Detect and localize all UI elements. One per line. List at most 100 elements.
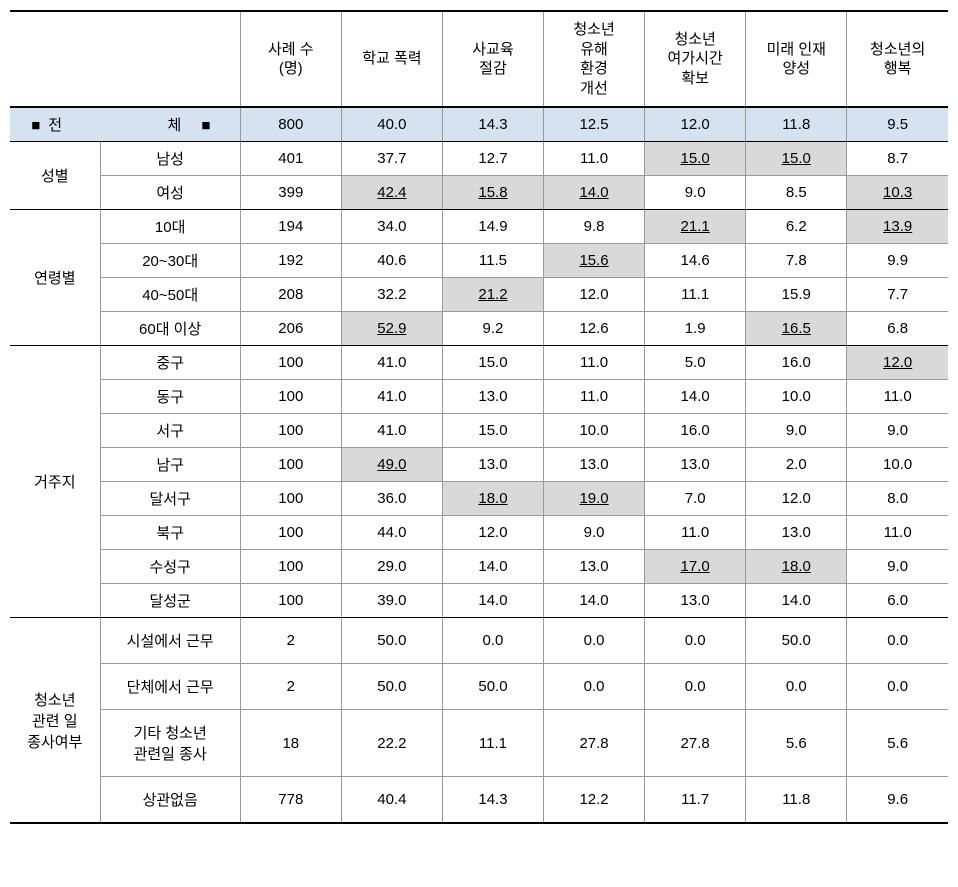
data-cell: 15.8: [442, 176, 543, 210]
data-cell: 17.0: [645, 550, 746, 584]
data-cell: 6.2: [746, 210, 847, 244]
data-cell: 50.0: [341, 618, 442, 664]
data-cell: 7.7: [847, 278, 948, 312]
cases-cell: 100: [240, 346, 341, 380]
header-cases: 사례 수(명): [240, 11, 341, 107]
group-label: 거주지: [10, 346, 100, 618]
data-cell: 12.0: [442, 516, 543, 550]
data-cell: 14.0: [544, 584, 645, 618]
sub-label: 수성구: [100, 550, 240, 584]
data-cell: 40.4: [341, 777, 442, 824]
data-cell: 13.0: [746, 516, 847, 550]
data-cell: 11.5: [442, 244, 543, 278]
cases-cell: 100: [240, 380, 341, 414]
sub-label: 서구: [100, 414, 240, 448]
header-corner: [10, 11, 240, 107]
sub-label: 60대 이상: [100, 312, 240, 346]
sub-label: 40~50대: [100, 278, 240, 312]
data-cell: 52.9: [341, 312, 442, 346]
data-cell: 11.0: [847, 380, 948, 414]
data-cell: 5.0: [645, 346, 746, 380]
cases-cell: 399: [240, 176, 341, 210]
group-label: 성별: [10, 142, 100, 210]
header-col5: 청소년여가시간확보: [645, 11, 746, 107]
data-cell: 14.6: [645, 244, 746, 278]
data-cell: 9.0: [645, 176, 746, 210]
table-row: 단체에서 근무250.050.00.00.00.00.0: [10, 664, 948, 710]
data-cell: 41.0: [341, 346, 442, 380]
survey-table: 사례 수(명) 학교 폭력 사교육절감 청소년유해환경개선 청소년여가시간확보 …: [10, 10, 948, 824]
cases-cell: 778: [240, 777, 341, 824]
data-cell: 9.0: [746, 414, 847, 448]
cases-cell: 2: [240, 664, 341, 710]
data-cell: 12.0: [847, 346, 948, 380]
data-cell: 12.0: [544, 278, 645, 312]
data-cell: 10.0: [544, 414, 645, 448]
data-cell: 13.0: [544, 550, 645, 584]
data-cell: 2.0: [746, 448, 847, 482]
data-cell: 19.0: [544, 482, 645, 516]
data-cell: 21.1: [645, 210, 746, 244]
data-cell: 11.8: [746, 777, 847, 824]
table-row: 40~50대20832.221.212.011.115.97.7: [10, 278, 948, 312]
data-cell: 5.6: [847, 710, 948, 777]
data-cell: 18.0: [442, 482, 543, 516]
data-cell: 34.0: [341, 210, 442, 244]
data-cell: 11.7: [645, 777, 746, 824]
data-cell: 12.7: [442, 142, 543, 176]
data-cell: 15.0: [746, 142, 847, 176]
sub-label: 10대: [100, 210, 240, 244]
data-cell: 42.4: [341, 176, 442, 210]
table-row: 북구10044.012.09.011.013.011.0: [10, 516, 948, 550]
data-cell: 16.5: [746, 312, 847, 346]
total-v1: 40.0: [341, 107, 442, 142]
table-row: 달성군10039.014.014.013.014.06.0: [10, 584, 948, 618]
data-cell: 15.9: [746, 278, 847, 312]
sub-label: 달성군: [100, 584, 240, 618]
data-cell: 21.2: [442, 278, 543, 312]
data-cell: 14.0: [544, 176, 645, 210]
data-cell: 0.0: [544, 664, 645, 710]
group-label: 청소년관련 일종사여부: [10, 618, 100, 824]
total-v4: 12.0: [645, 107, 746, 142]
data-cell: 6.8: [847, 312, 948, 346]
data-cell: 11.0: [847, 516, 948, 550]
total-cases: 800: [240, 107, 341, 142]
data-cell: 9.8: [544, 210, 645, 244]
sub-label: 남성: [100, 142, 240, 176]
table-row: 성별남성40137.712.711.015.015.08.7: [10, 142, 948, 176]
data-cell: 6.0: [847, 584, 948, 618]
total-v6: 9.5: [847, 107, 948, 142]
total-v3: 12.5: [544, 107, 645, 142]
data-cell: 14.0: [442, 550, 543, 584]
data-cell: 8.7: [847, 142, 948, 176]
table-row: 수성구10029.014.013.017.018.09.0: [10, 550, 948, 584]
data-cell: 0.0: [847, 664, 948, 710]
data-cell: 12.2: [544, 777, 645, 824]
cases-cell: 100: [240, 448, 341, 482]
data-cell: 13.0: [442, 380, 543, 414]
sub-label: 달서구: [100, 482, 240, 516]
data-cell: 9.0: [544, 516, 645, 550]
cases-cell: 194: [240, 210, 341, 244]
data-cell: 13.0: [544, 448, 645, 482]
sub-label: 동구: [100, 380, 240, 414]
sub-label: 상관없음: [100, 777, 240, 824]
header-col6: 미래 인재양성: [746, 11, 847, 107]
data-cell: 0.0: [544, 618, 645, 664]
total-v5: 11.8: [746, 107, 847, 142]
total-label-suffix: 체 ■: [167, 117, 218, 134]
sub-label: 북구: [100, 516, 240, 550]
data-cell: 7.0: [645, 482, 746, 516]
cases-cell: 100: [240, 414, 341, 448]
data-cell: 5.6: [746, 710, 847, 777]
data-cell: 9.9: [847, 244, 948, 278]
table-row: 기타 청소년관련일 종사1822.211.127.827.85.65.6: [10, 710, 948, 777]
table-row: 서구10041.015.010.016.09.09.0: [10, 414, 948, 448]
data-cell: 11.0: [544, 142, 645, 176]
data-cell: 13.0: [645, 448, 746, 482]
cases-cell: 100: [240, 516, 341, 550]
data-cell: 27.8: [645, 710, 746, 777]
table-row: 60대 이상20652.99.212.61.916.56.8: [10, 312, 948, 346]
data-cell: 15.0: [442, 414, 543, 448]
